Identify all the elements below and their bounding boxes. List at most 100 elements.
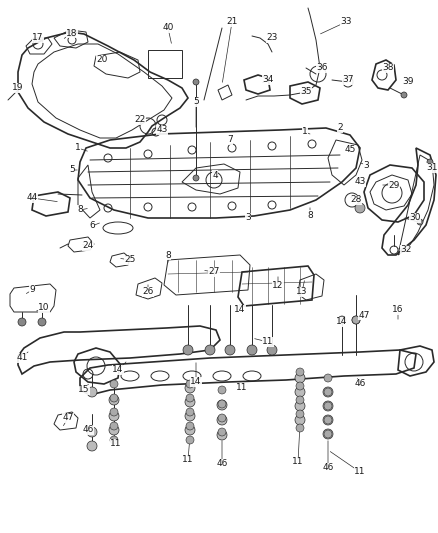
Circle shape bbox=[110, 394, 118, 402]
Text: 29: 29 bbox=[389, 181, 400, 190]
Circle shape bbox=[323, 401, 333, 411]
Circle shape bbox=[225, 345, 235, 355]
Text: 3: 3 bbox=[245, 214, 251, 222]
Circle shape bbox=[193, 79, 199, 85]
Circle shape bbox=[296, 424, 304, 432]
Text: 1: 1 bbox=[75, 143, 81, 152]
Text: 25: 25 bbox=[124, 255, 136, 264]
Text: 22: 22 bbox=[134, 116, 145, 125]
Text: 18: 18 bbox=[66, 28, 78, 37]
Circle shape bbox=[185, 397, 195, 407]
Circle shape bbox=[295, 373, 305, 383]
Circle shape bbox=[324, 402, 332, 410]
Circle shape bbox=[110, 422, 118, 430]
Text: 3: 3 bbox=[363, 160, 369, 169]
Circle shape bbox=[109, 425, 119, 435]
Text: 37: 37 bbox=[342, 76, 354, 85]
Text: 24: 24 bbox=[82, 241, 94, 251]
Circle shape bbox=[295, 387, 305, 397]
Text: 33: 33 bbox=[340, 18, 352, 27]
Circle shape bbox=[38, 318, 46, 326]
Text: 6: 6 bbox=[89, 222, 95, 230]
Text: 4: 4 bbox=[212, 171, 218, 180]
Circle shape bbox=[352, 316, 360, 324]
Circle shape bbox=[295, 401, 305, 411]
Circle shape bbox=[186, 436, 194, 444]
Text: 8: 8 bbox=[165, 251, 171, 260]
Text: 46: 46 bbox=[216, 459, 228, 469]
Circle shape bbox=[218, 428, 226, 436]
Text: 43: 43 bbox=[354, 177, 366, 187]
Text: 46: 46 bbox=[354, 379, 366, 389]
Text: 20: 20 bbox=[96, 55, 108, 64]
Circle shape bbox=[186, 408, 194, 416]
Text: 44: 44 bbox=[26, 193, 38, 203]
Circle shape bbox=[352, 316, 360, 324]
Text: 11: 11 bbox=[110, 440, 122, 448]
Text: 11: 11 bbox=[354, 467, 366, 477]
Circle shape bbox=[295, 415, 305, 425]
Text: 1: 1 bbox=[302, 127, 308, 136]
Circle shape bbox=[323, 429, 333, 439]
Circle shape bbox=[87, 387, 97, 397]
Text: 10: 10 bbox=[38, 303, 50, 312]
Text: 14: 14 bbox=[234, 305, 246, 314]
Text: 8: 8 bbox=[77, 206, 83, 214]
Circle shape bbox=[401, 92, 407, 98]
Text: 2: 2 bbox=[337, 124, 343, 133]
Circle shape bbox=[109, 395, 119, 405]
Circle shape bbox=[338, 316, 346, 324]
Text: 32: 32 bbox=[400, 246, 412, 254]
Circle shape bbox=[323, 415, 333, 425]
Text: 14: 14 bbox=[112, 366, 124, 375]
Circle shape bbox=[267, 345, 277, 355]
Text: 45: 45 bbox=[344, 146, 356, 155]
Circle shape bbox=[417, 219, 423, 225]
Text: 38: 38 bbox=[382, 63, 394, 72]
Circle shape bbox=[427, 159, 433, 165]
Circle shape bbox=[247, 345, 257, 355]
Circle shape bbox=[110, 380, 118, 388]
Circle shape bbox=[183, 345, 193, 355]
Text: 16: 16 bbox=[392, 305, 404, 314]
Circle shape bbox=[186, 394, 194, 402]
Text: 47: 47 bbox=[358, 311, 370, 319]
Text: 46: 46 bbox=[322, 464, 334, 472]
Circle shape bbox=[87, 427, 97, 437]
Circle shape bbox=[186, 422, 194, 430]
Text: 13: 13 bbox=[296, 287, 308, 296]
Circle shape bbox=[218, 414, 226, 422]
Circle shape bbox=[193, 175, 199, 181]
Text: 36: 36 bbox=[316, 63, 328, 72]
Text: 30: 30 bbox=[409, 214, 421, 222]
Circle shape bbox=[185, 383, 195, 393]
Circle shape bbox=[324, 416, 332, 424]
Circle shape bbox=[323, 387, 333, 397]
Circle shape bbox=[110, 408, 118, 416]
Circle shape bbox=[217, 415, 227, 425]
Circle shape bbox=[217, 400, 227, 410]
Text: 9: 9 bbox=[29, 286, 35, 295]
Circle shape bbox=[109, 411, 119, 421]
Text: 35: 35 bbox=[300, 87, 312, 96]
Circle shape bbox=[355, 203, 365, 213]
Circle shape bbox=[87, 441, 97, 451]
Text: 12: 12 bbox=[272, 281, 284, 290]
Circle shape bbox=[324, 374, 332, 382]
Text: 23: 23 bbox=[266, 34, 278, 43]
Circle shape bbox=[296, 396, 304, 404]
Text: 43: 43 bbox=[156, 125, 168, 134]
Text: 17: 17 bbox=[32, 34, 44, 43]
Text: 14: 14 bbox=[191, 377, 201, 386]
Text: 5: 5 bbox=[69, 166, 75, 174]
Circle shape bbox=[296, 368, 304, 376]
Circle shape bbox=[218, 400, 226, 408]
Text: 14: 14 bbox=[336, 318, 348, 327]
Bar bbox=[148, 50, 182, 78]
Circle shape bbox=[296, 410, 304, 418]
Circle shape bbox=[185, 411, 195, 421]
Circle shape bbox=[217, 430, 227, 440]
Text: 8: 8 bbox=[307, 211, 313, 220]
Text: 28: 28 bbox=[350, 196, 362, 205]
Circle shape bbox=[296, 382, 304, 390]
